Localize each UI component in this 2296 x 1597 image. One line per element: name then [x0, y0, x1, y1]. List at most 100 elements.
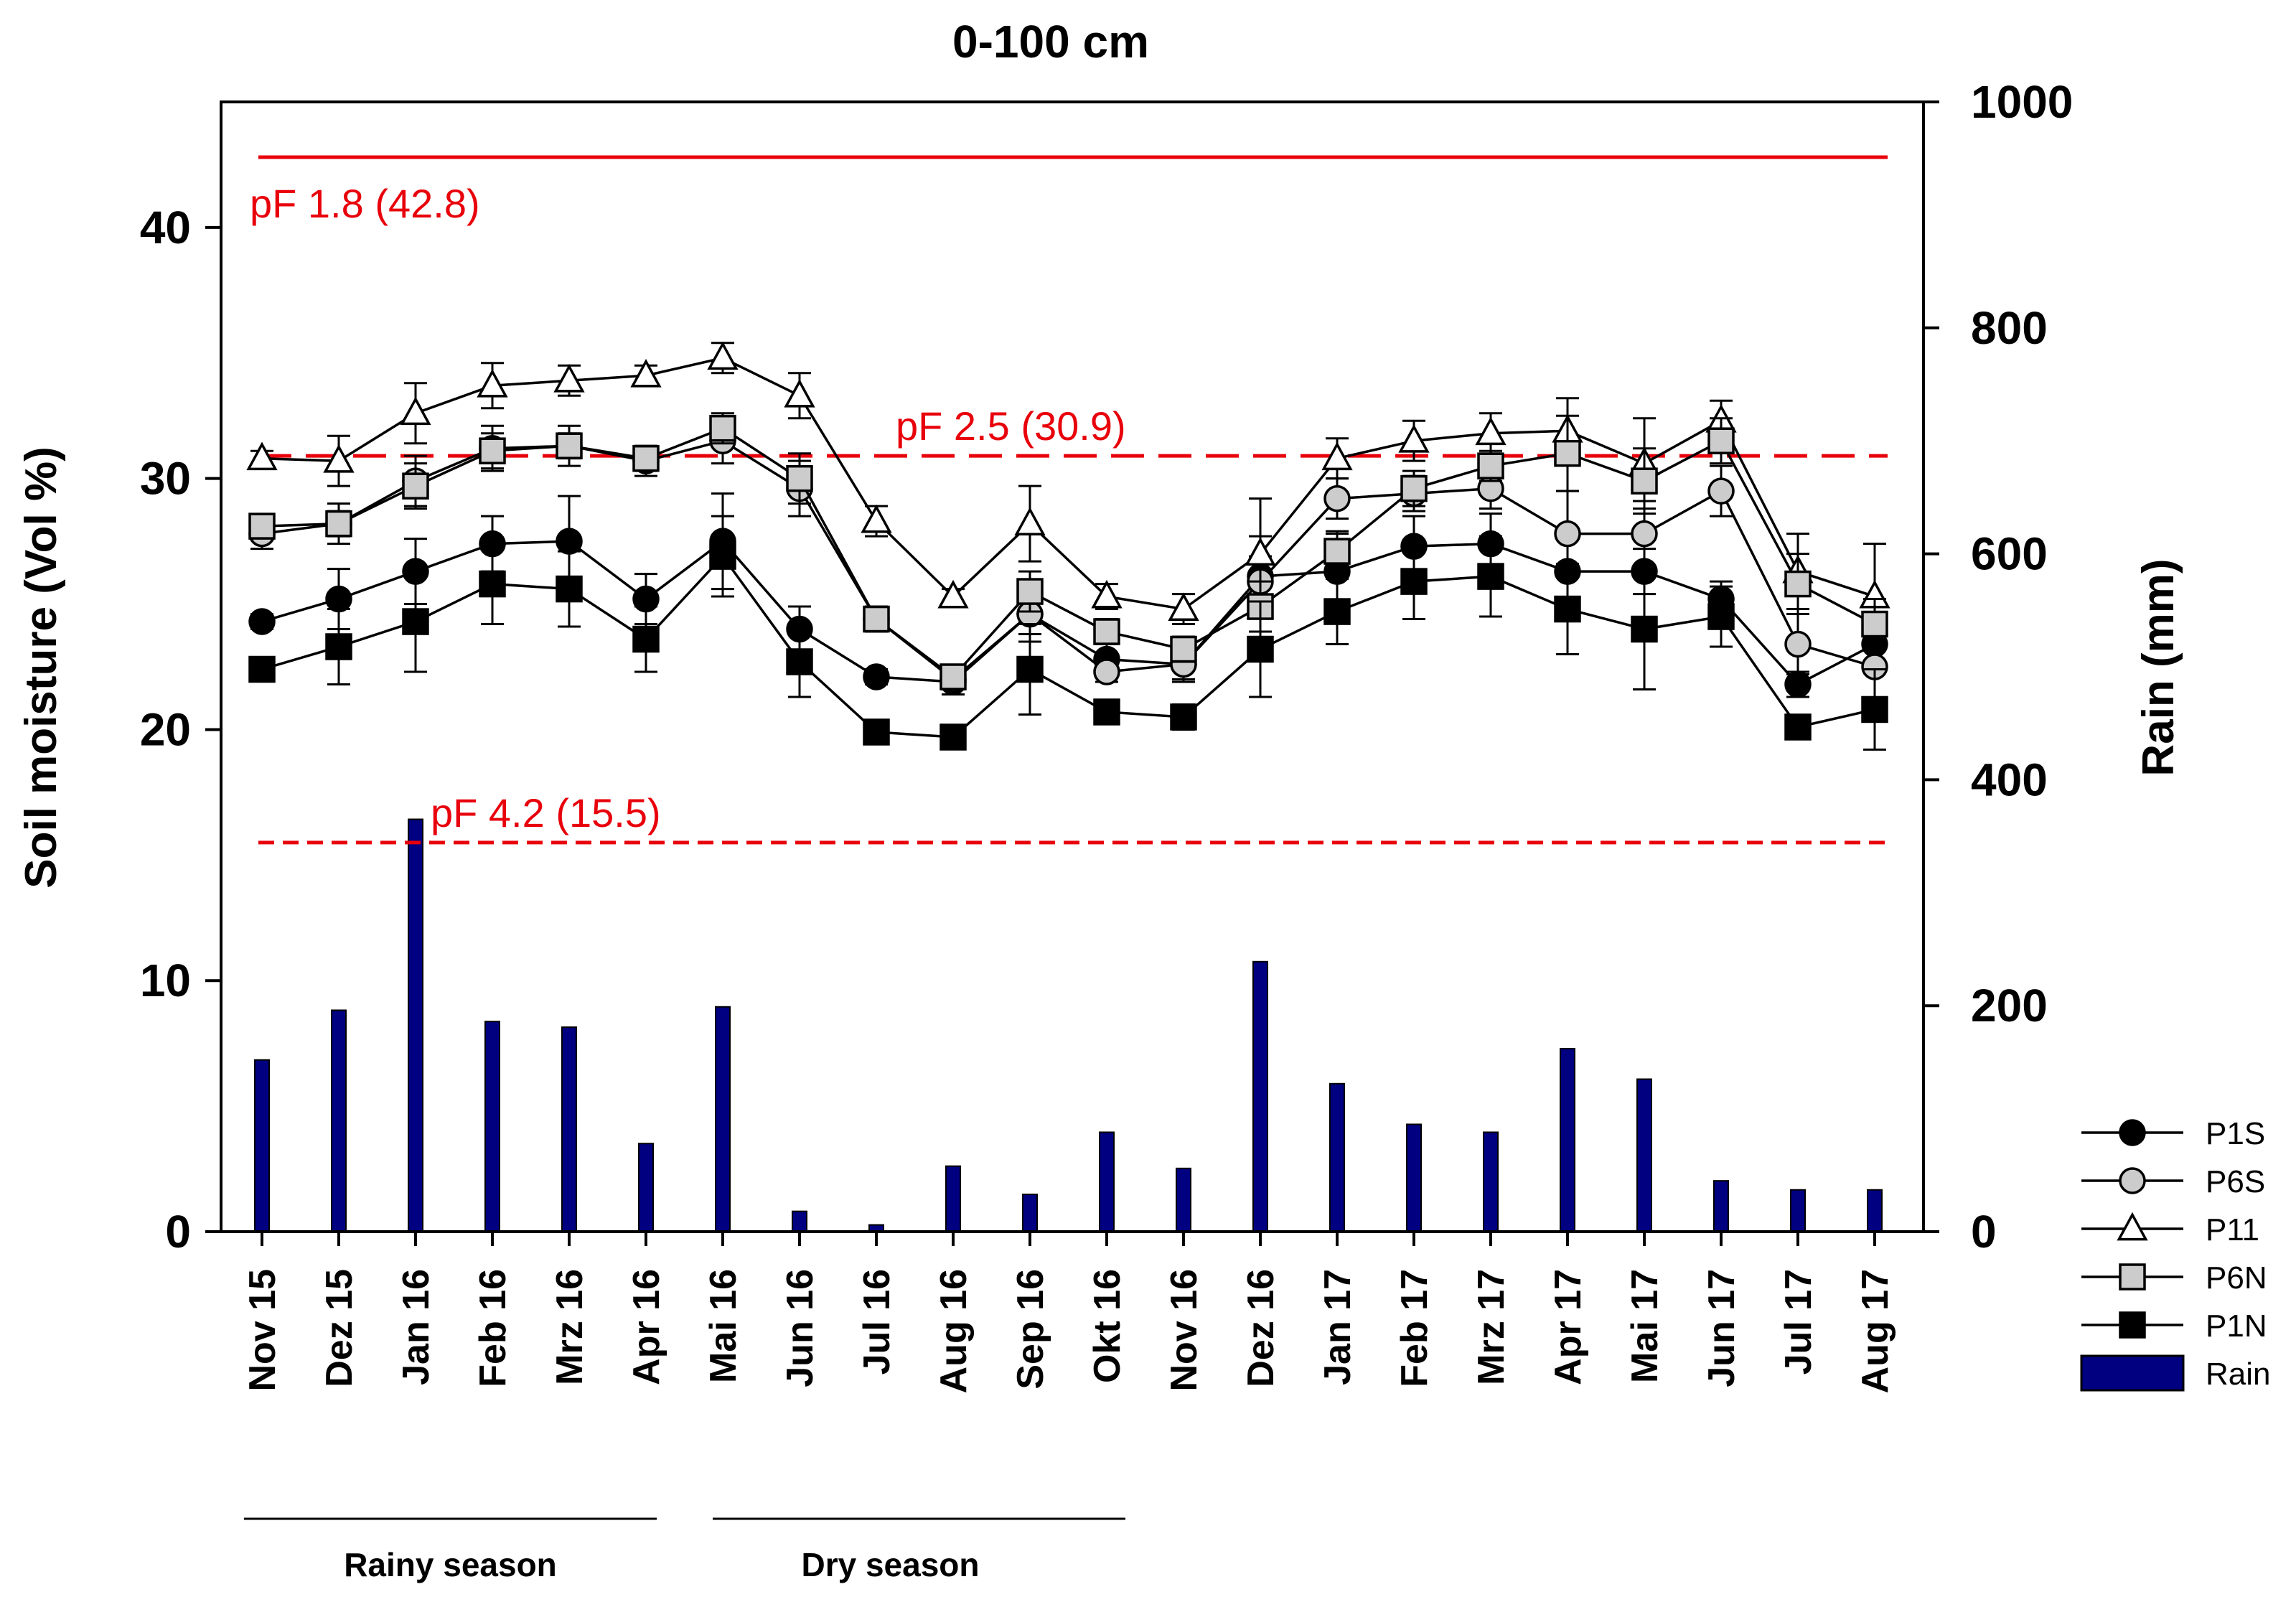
- data-point: [709, 414, 736, 442]
- x-tick-label: Feb 16: [472, 1269, 514, 1387]
- data-point: [248, 655, 276, 683]
- x-tick-label: Jan 17: [1317, 1269, 1359, 1385]
- data-point: [1784, 713, 1812, 741]
- data-point: [709, 543, 736, 570]
- legend-marker: [2117, 1212, 2148, 1241]
- data-point: [556, 575, 583, 603]
- data-point: [937, 579, 969, 609]
- data-point: [556, 528, 583, 555]
- data-point: [1093, 618, 1120, 645]
- x-tick-label: Apr 17: [1547, 1269, 1589, 1385]
- data-point: [1170, 703, 1197, 731]
- data-point: [1861, 610, 1888, 638]
- x-tick-label: Aug 16: [933, 1269, 975, 1393]
- x-tick-label: Aug 17: [1855, 1269, 1896, 1393]
- left-tick-label: 10: [140, 955, 191, 1006]
- reference-line-label: pF 1.8 (42.8): [250, 181, 480, 226]
- rain-bar: [331, 1009, 347, 1232]
- data-point: [940, 663, 967, 690]
- series-line: [261, 554, 1875, 739]
- data-point: [1091, 579, 1123, 609]
- data-point: [1323, 484, 1351, 512]
- data-point: [1323, 598, 1351, 625]
- data-point: [1554, 595, 1581, 623]
- rain-bar: [1406, 1123, 1422, 1232]
- rain-bar: [484, 1021, 500, 1232]
- rain-bars: [254, 818, 1883, 1233]
- x-tick-label: Nov 16: [1163, 1269, 1205, 1392]
- rain-bar: [1713, 1180, 1729, 1233]
- data-point: [1093, 698, 1120, 726]
- data-point: [1707, 477, 1735, 505]
- left-tick-label: 40: [140, 202, 191, 253]
- legend-item: P6S: [2081, 1164, 2265, 1199]
- legend-label: P1N: [2206, 1308, 2267, 1344]
- legend-label: P6N: [2206, 1260, 2267, 1296]
- data-point: [784, 379, 815, 408]
- legend-label: Rain: [2206, 1357, 2271, 1392]
- rain-bar: [254, 1059, 270, 1232]
- data-point: [246, 441, 278, 471]
- left-tick-label: 20: [140, 703, 191, 755]
- legend-item: Rain: [2080, 1354, 2271, 1392]
- left-tick-label: 30: [140, 453, 191, 505]
- chart-title: 0-100 cm: [952, 16, 1149, 67]
- data-point: [1400, 568, 1428, 595]
- right-tick-label: 1000: [1971, 76, 2073, 128]
- rain-bar: [638, 1143, 654, 1233]
- x-tick-label: Mrz 17: [1471, 1269, 1512, 1385]
- series-p6n: [248, 412, 1888, 690]
- data-point: [1861, 696, 1888, 723]
- data-point: [1170, 635, 1197, 663]
- x-tick-label: Jan 16: [395, 1269, 437, 1385]
- data-point: [1398, 424, 1430, 453]
- series-line: [261, 356, 1875, 611]
- data-point: [1554, 520, 1581, 548]
- data-point: [861, 504, 892, 533]
- x-tick-label: Mai 17: [1624, 1269, 1666, 1383]
- rain-bar: [792, 1210, 807, 1232]
- right-axis: 0 200 400 600 800 1000: [1924, 76, 2073, 1258]
- data-point: [1400, 474, 1428, 502]
- rain-bar: [1252, 960, 1268, 1232]
- legend-item: P1S: [2081, 1116, 2265, 1151]
- x-tick-label: Nov 15: [242, 1269, 284, 1392]
- data-point: [1784, 670, 1812, 698]
- x-tick-label: Mrz 16: [549, 1269, 591, 1385]
- data-point: [863, 718, 890, 746]
- data-point: [325, 510, 352, 538]
- data-point: [1168, 592, 1199, 621]
- x-tick-label: Dez 16: [1240, 1269, 1282, 1387]
- data-point: [1016, 655, 1044, 683]
- rain-bar: [1636, 1078, 1652, 1233]
- series-p11: [246, 341, 1890, 651]
- x-tick-label: Jul 16: [856, 1269, 898, 1374]
- data-point: [479, 437, 506, 464]
- rain-bar: [408, 818, 423, 1232]
- x-tick-label: Mai 16: [703, 1269, 744, 1383]
- legend-item: P11: [2081, 1212, 2259, 1247]
- data-point: [248, 512, 276, 540]
- right-tick-label: 200: [1971, 980, 2048, 1031]
- rain-bar: [1022, 1194, 1038, 1232]
- data-point: [323, 444, 355, 473]
- data-point: [863, 663, 890, 690]
- rain-bar: [1099, 1131, 1115, 1233]
- data-point: [325, 585, 352, 613]
- data-point: [1093, 658, 1120, 685]
- left-tick-label: 0: [165, 1206, 191, 1258]
- data-point: [1014, 507, 1046, 536]
- left-axis-label: Soil moisture (Vol %): [17, 446, 66, 888]
- x-tick-label: Dez 15: [319, 1269, 360, 1387]
- legend-label: P6S: [2206, 1164, 2265, 1199]
- rain-bar: [1329, 1082, 1345, 1233]
- data-point: [1554, 439, 1581, 467]
- data-point: [1707, 603, 1735, 630]
- data-point: [325, 633, 352, 660]
- data-point: [630, 359, 662, 388]
- legend-item: P6N: [2081, 1260, 2267, 1296]
- legend-marker: [2119, 1311, 2146, 1339]
- reference-line-label: pF 4.2 (15.5): [431, 790, 661, 835]
- x-tick-label: Jun 16: [779, 1269, 821, 1387]
